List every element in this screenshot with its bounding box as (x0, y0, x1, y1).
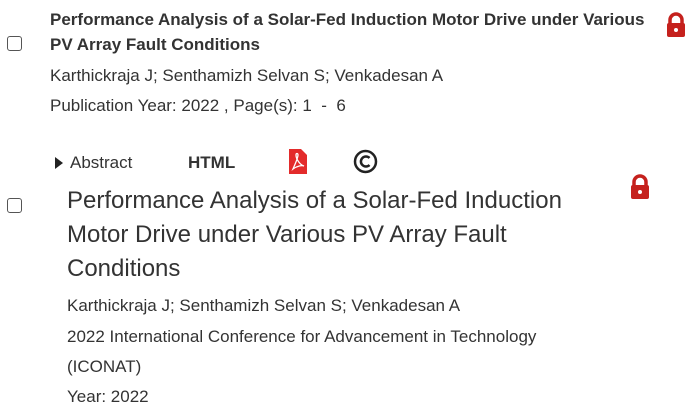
result-title[interactable]: Performance Analysis of a Solar-Fed Indu… (50, 10, 645, 54)
publication-info: Publication Year: 2022 , Page(s): 1 - 6 (50, 96, 346, 115)
lock-icon (667, 12, 685, 37)
html-link[interactable]: HTML (188, 153, 236, 172)
copyright-icon[interactable] (353, 149, 378, 174)
expand-arrow[interactable] (54, 156, 64, 170)
lock-icon (631, 174, 649, 199)
year: Year: 2022 (67, 387, 149, 406)
authors[interactable]: Karthickraja J; Senthamizh Selvan S; Ven… (67, 296, 461, 315)
checkbox[interactable] (7, 198, 22, 213)
result-title[interactable]: Performance Analysis of a Solar-Fed Indu… (67, 187, 562, 282)
abstract-link[interactable]: Abstract (70, 153, 133, 172)
authors[interactable]: Karthickraja J; Senthamizh Selvan S; Ven… (50, 66, 444, 85)
checkbox[interactable] (7, 36, 22, 51)
conference[interactable]: 2022 International Conference for Advanc… (67, 327, 537, 376)
pdf-icon[interactable] (289, 149, 307, 174)
